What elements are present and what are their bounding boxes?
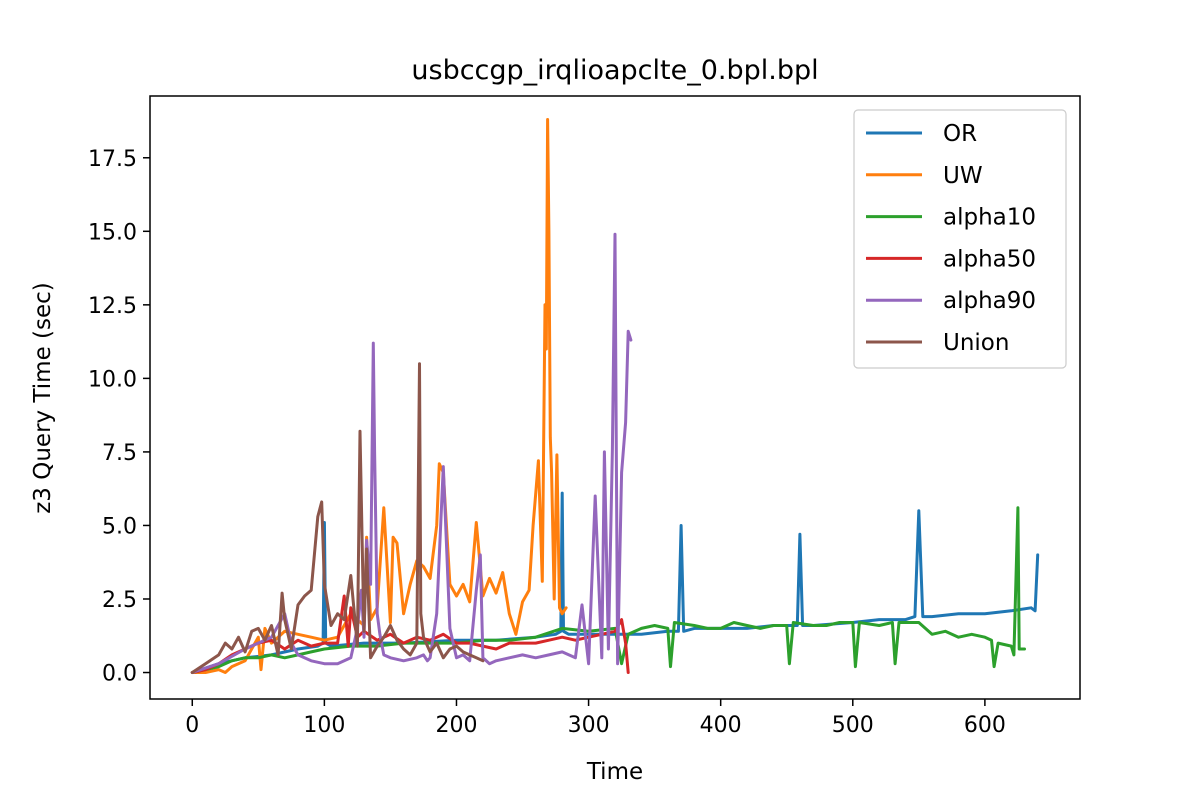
y-tick-label: 7.5 bbox=[102, 441, 137, 466]
series-line-union bbox=[190, 362, 485, 674]
y-tick-label: 5.0 bbox=[102, 514, 137, 539]
plot-area-frame bbox=[149, 95, 1081, 700]
legend-label-alpha90: alpha90 bbox=[943, 288, 1036, 314]
legend-label-alpha10: alpha10 bbox=[943, 205, 1036, 231]
legend-label-alpha50: alpha50 bbox=[943, 246, 1036, 272]
legend: OR UW alpha10 alpha50 alpha90 Union bbox=[853, 109, 1067, 369]
y-tick-label: 17.5 bbox=[88, 147, 137, 172]
y-tick-label: 10.0 bbox=[88, 367, 137, 392]
series-line-alpha10 bbox=[190, 506, 1026, 674]
y-tick-label: 2.5 bbox=[102, 588, 137, 613]
x-tick-label: 100 bbox=[303, 713, 345, 738]
y-tick-label: 15.0 bbox=[88, 220, 137, 245]
y-tick-label: 12.5 bbox=[88, 294, 137, 319]
x-tick-label: 600 bbox=[964, 713, 1006, 738]
x-tick-label: 500 bbox=[832, 713, 874, 738]
series-layer bbox=[190, 118, 1040, 674]
x-tick-label: 400 bbox=[700, 713, 742, 738]
y-axis: 0.0 2.5 5.0 7.5 10.0 12.5 15.0 17.5 bbox=[88, 147, 150, 687]
x-tick-label: 300 bbox=[568, 713, 610, 738]
legend-label-union: Union bbox=[943, 330, 1009, 356]
x-axis-title: Time bbox=[586, 759, 643, 785]
x-tick-label: 0 bbox=[185, 713, 199, 738]
y-axis-title: z3 Query Time (sec) bbox=[30, 282, 56, 514]
legend-label-or: OR bbox=[943, 121, 977, 147]
x-tick-label: 200 bbox=[435, 713, 477, 738]
y-tick-label: 0.0 bbox=[102, 662, 137, 687]
legend-label-uw: UW bbox=[943, 163, 983, 189]
x-axis: 0 100 200 300 400 500 600 bbox=[185, 699, 1006, 738]
series-line-alpha90 bbox=[190, 232, 633, 674]
chart-title: usbccgp_irqlioapclte_0.bpl.bpl bbox=[411, 55, 818, 86]
